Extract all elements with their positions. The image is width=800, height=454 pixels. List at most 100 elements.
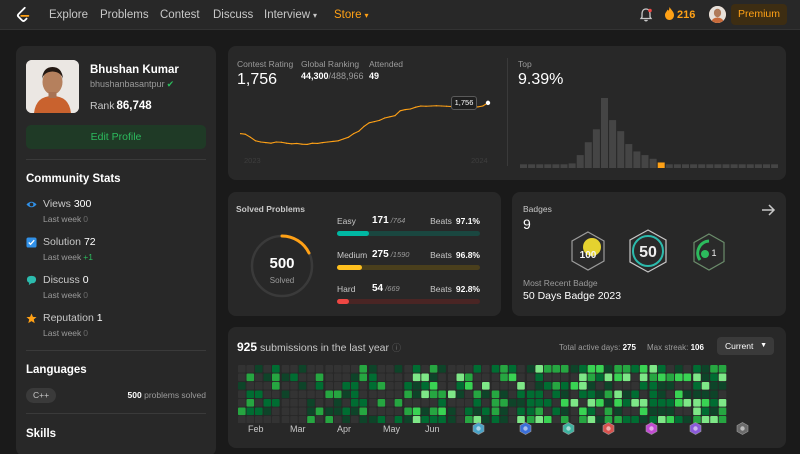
heatmap-cell[interactable] <box>246 390 255 399</box>
heatmap-cell[interactable] <box>649 407 658 416</box>
heatmap-cell[interactable] <box>315 382 324 390</box>
heatmap-cell[interactable] <box>438 399 446 407</box>
heatmap-cell[interactable] <box>429 365 438 373</box>
heatmap-cell[interactable] <box>701 365 710 373</box>
heatmap-cell[interactable] <box>412 390 421 399</box>
heatmap-cell[interactable] <box>639 373 648 382</box>
heatmap-cell[interactable] <box>535 390 543 399</box>
heatmap-cell[interactable] <box>359 373 367 382</box>
heatmap-cell[interactable] <box>246 365 255 373</box>
heatmap-cell[interactable] <box>543 416 552 423</box>
heatmap-cell[interactable] <box>325 382 333 390</box>
heatmap-cell[interactable] <box>473 382 482 390</box>
heatmap-cell[interactable] <box>307 390 315 399</box>
heatmap-cell[interactable] <box>560 390 569 399</box>
heatmap-cell[interactable] <box>482 365 490 373</box>
heatmap-cell[interactable] <box>482 399 490 407</box>
heatmap-cell[interactable] <box>421 407 429 416</box>
heatmap-cell[interactable] <box>315 373 324 382</box>
heatmap-cell[interactable] <box>333 390 342 399</box>
streak-counter[interactable]: 216 <box>664 7 704 23</box>
heatmap-cell[interactable] <box>543 390 552 399</box>
heatmap-cell[interactable] <box>675 390 683 399</box>
heatmap-cell[interactable] <box>298 407 307 416</box>
heatmap-cell[interactable] <box>369 382 377 390</box>
heatmap-cell[interactable] <box>377 390 386 399</box>
heatmap-cell[interactable] <box>491 365 500 373</box>
heatmap-cell[interactable] <box>579 416 587 423</box>
heatmap-cell[interactable] <box>517 407 525 416</box>
heatmap-cell[interactable] <box>658 416 666 423</box>
heatmap-cell[interactable] <box>465 373 473 382</box>
heatmap-cell[interactable] <box>333 399 342 407</box>
heatmap-cell[interactable] <box>263 373 272 382</box>
heatmap-cell[interactable] <box>281 416 290 423</box>
heatmap-cell[interactable] <box>359 390 367 399</box>
heatmap-cell[interactable] <box>604 399 613 407</box>
heatmap-cell[interactable] <box>307 407 315 416</box>
heatmap-cell[interactable] <box>622 390 631 399</box>
heatmap-cell[interactable] <box>412 373 421 382</box>
heatmap-cell[interactable] <box>412 382 421 390</box>
heatmap-cell[interactable] <box>377 407 386 416</box>
heatmap-cell[interactable] <box>473 373 482 382</box>
heatmap-cell[interactable] <box>438 373 446 382</box>
heatmap-cell[interactable] <box>298 365 307 373</box>
heatmap-cell[interactable] <box>604 407 613 416</box>
heatmap-cell[interactable] <box>710 390 718 399</box>
heatmap-cell[interactable] <box>658 390 666 399</box>
heatmap-cell[interactable] <box>438 365 446 373</box>
heatmap-cell[interactable] <box>255 365 263 373</box>
heatmap-cell[interactable] <box>560 399 569 407</box>
heatmap-cell[interactable] <box>622 399 631 407</box>
heatmap-cell[interactable] <box>290 399 298 407</box>
heatmap-cell[interactable] <box>386 399 394 407</box>
heatmap-cell[interactable] <box>543 407 552 416</box>
heatmap-cell[interactable] <box>579 382 587 390</box>
heatmap-cell[interactable] <box>596 416 604 423</box>
heatmap-cell[interactable] <box>693 373 701 382</box>
heatmap-cell[interactable] <box>622 382 631 390</box>
heatmap-cell[interactable] <box>272 399 280 407</box>
heatmap-cell[interactable] <box>429 416 438 423</box>
heatmap-cell[interactable] <box>614 407 622 416</box>
heatmap-cell[interactable] <box>298 382 307 390</box>
heatmap-cell[interactable] <box>325 373 333 382</box>
heatmap-cell[interactable] <box>307 416 315 423</box>
heatmap-cell[interactable] <box>614 399 622 407</box>
heatmap-cell[interactable] <box>517 382 525 390</box>
heatmap-cell[interactable] <box>614 373 622 382</box>
heatmap-cell[interactable] <box>560 365 569 373</box>
heatmap-cell[interactable] <box>359 407 367 416</box>
heatmap-cell[interactable] <box>596 382 604 390</box>
heatmap-cell[interactable] <box>639 382 648 390</box>
heatmap-cell[interactable] <box>658 382 666 390</box>
heatmap-cell[interactable] <box>552 399 560 407</box>
heatmap-cell[interactable] <box>587 365 596 373</box>
leetcode-logo-icon[interactable] <box>14 6 32 24</box>
heatmap-cell[interactable] <box>394 373 403 382</box>
heatmap-cell[interactable] <box>298 399 307 407</box>
heatmap-cell[interactable] <box>325 390 333 399</box>
heatmap-cell[interactable] <box>263 407 272 416</box>
heatmap-cell[interactable] <box>639 390 648 399</box>
heatmap-cell[interactable] <box>465 399 473 407</box>
heatmap-cell[interactable] <box>560 416 569 423</box>
heatmap-cell[interactable] <box>666 416 675 423</box>
heatmap-cell[interactable] <box>298 373 307 382</box>
heatmap-cell[interactable] <box>552 382 560 390</box>
heatmap-cell[interactable] <box>658 399 666 407</box>
heatmap-cell[interactable] <box>666 365 675 373</box>
heatmap-cell[interactable] <box>587 382 596 390</box>
heatmap-cell[interactable] <box>491 399 500 407</box>
heatmap-cell[interactable] <box>622 407 631 416</box>
difficulty-hard[interactable]: Hard 54/669 Beats 92.8% <box>337 283 480 310</box>
heatmap-cell[interactable] <box>350 390 359 399</box>
nav-interview[interactable]: Interview ▾ <box>264 9 317 21</box>
heatmap-cell[interactable] <box>701 373 710 382</box>
heatmap-cell[interactable] <box>404 390 412 399</box>
heatmap-cell[interactable] <box>535 382 543 390</box>
heatmap-cell[interactable] <box>614 390 622 399</box>
heatmap-cell[interactable] <box>369 416 377 423</box>
heatmap-cell[interactable] <box>281 399 290 407</box>
